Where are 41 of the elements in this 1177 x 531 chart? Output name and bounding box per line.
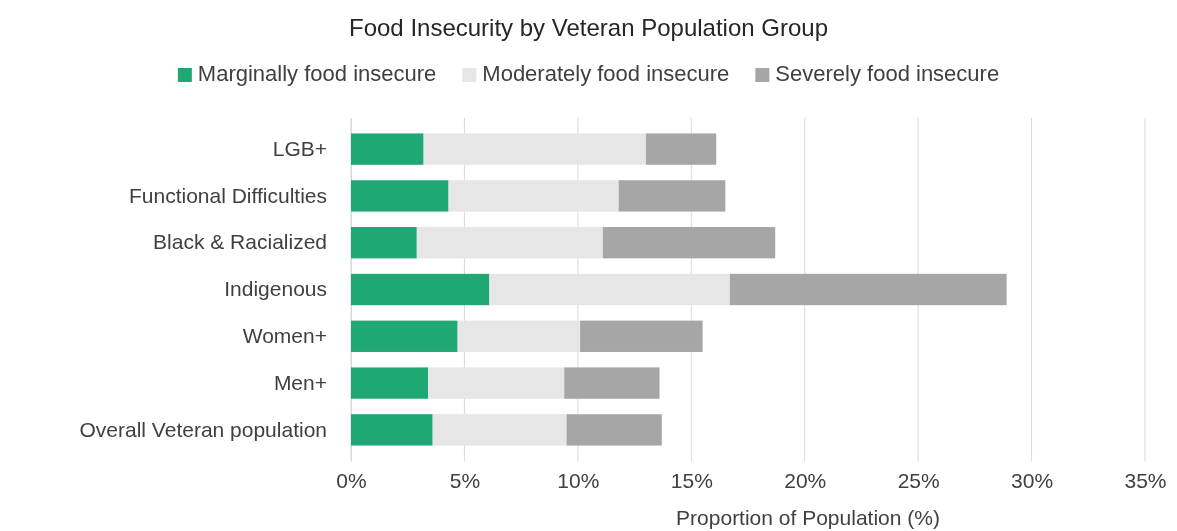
x-axis-title: Proportion of Population (%) [676,506,940,529]
y-tick-label: Overall Veteran population [79,417,327,441]
bar [448,180,619,212]
chart-title: Food Insecurity by Veteran Population Group [349,14,828,41]
x-tick-label: 0% [336,468,367,492]
bar [564,367,660,399]
bar [351,133,424,165]
legend-label: Moderately food insecure [482,61,730,86]
bar [416,227,603,259]
bar [489,273,730,306]
bar [351,320,458,352]
y-tick-label: LGB+ [272,136,327,160]
bar [351,227,417,259]
y-tick-label: Men+ [273,370,327,394]
x-tick-label: 5% [449,468,481,492]
x-tick-label: 10% [557,468,600,492]
bar [618,180,726,212]
bar [457,320,581,352]
bar [566,414,662,446]
bar [351,180,449,212]
x-tick-label: 25% [897,468,940,492]
y-tick-label: Black & Racialized [153,230,327,254]
x-tick-label: 15% [670,468,713,492]
bar [602,227,776,259]
bar [351,414,433,446]
bar [580,320,703,352]
y-tick-label: Women+ [242,324,327,348]
bar [645,133,717,165]
x-tick-label: 35% [1124,468,1167,492]
bar [729,273,1007,306]
bar [423,133,646,165]
x-tick-label: 20% [784,468,827,492]
bar [432,414,567,446]
bar [351,273,490,306]
legend-label: Severely food insecure [775,61,1000,86]
legend-label: Marginally food insecure [197,61,437,86]
x-tick-label: 30% [1011,468,1054,492]
y-tick-label: Functional Difficulties [128,183,327,207]
y-tick-label: Indigenous [224,277,327,301]
bar [428,367,565,399]
bar [351,367,429,399]
